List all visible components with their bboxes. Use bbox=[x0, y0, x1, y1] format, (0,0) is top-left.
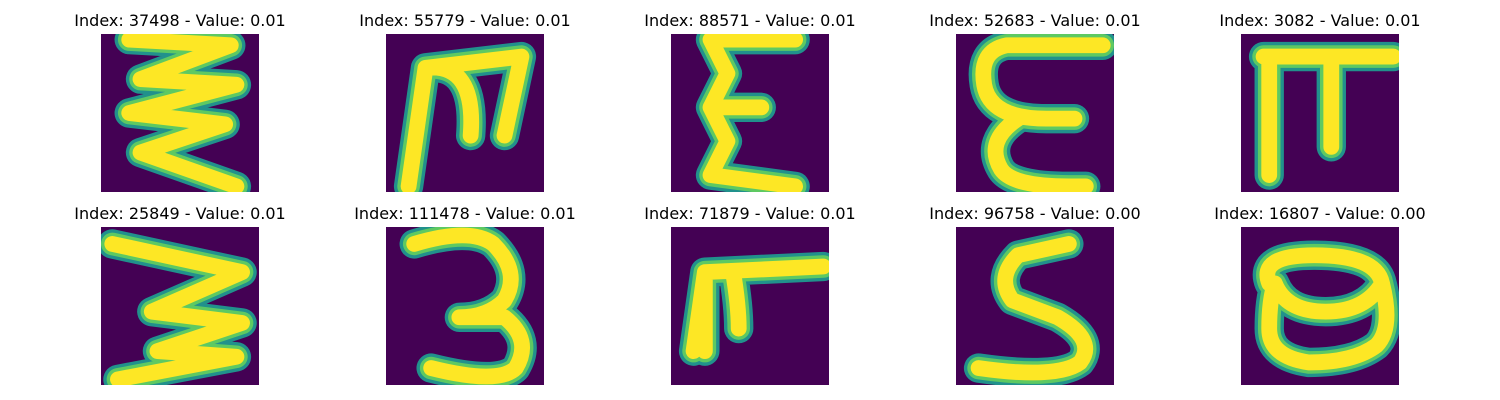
sample-cell: Index: 55779 - Value: 0.01 bbox=[335, 10, 595, 192]
sample-cell: Index: 3082 - Value: 0.01 bbox=[1190, 10, 1450, 192]
sample-cell: Index: 16807 - Value: 0.00 bbox=[1190, 203, 1450, 385]
sample-image bbox=[101, 227, 259, 385]
glyph-stroke-core bbox=[970, 236, 1094, 381]
sample-title: Index: 71879 - Value: 0.01 bbox=[644, 204, 856, 223]
sample-image bbox=[671, 227, 829, 385]
sample-image bbox=[101, 34, 259, 192]
glyph-strokes bbox=[393, 41, 537, 192]
sample-title: Index: 55779 - Value: 0.01 bbox=[359, 11, 571, 30]
glyph-stroke-core bbox=[685, 258, 829, 360]
glyph-stroke-core bbox=[104, 236, 250, 385]
glyph-stroke-core bbox=[400, 48, 530, 192]
sample-image bbox=[1241, 34, 1399, 192]
sample-title: Index: 96758 - Value: 0.00 bbox=[929, 204, 1141, 223]
sample-title: Index: 111478 - Value: 0.01 bbox=[354, 204, 576, 223]
sample-cell: Index: 25849 - Value: 0.01 bbox=[50, 203, 310, 385]
sample-title: Index: 88571 - Value: 0.01 bbox=[644, 11, 856, 30]
glyph-strokes bbox=[399, 227, 537, 385]
sample-cell: Index: 88571 - Value: 0.01 bbox=[620, 10, 880, 192]
glyph-stroke-core bbox=[975, 37, 1111, 192]
sample-image bbox=[1241, 227, 1399, 385]
glyph-strokes bbox=[114, 34, 252, 192]
sample-title: Index: 16807 - Value: 0.00 bbox=[1214, 204, 1426, 223]
sample-image bbox=[671, 34, 829, 192]
sample-title: Index: 37498 - Value: 0.01 bbox=[74, 11, 286, 30]
glyph-stroke-core bbox=[121, 34, 245, 192]
glyph-strokes bbox=[1248, 41, 1399, 190]
sample-cell: Index: 37498 - Value: 0.01 bbox=[50, 10, 310, 192]
sample-cell: Index: 96758 - Value: 0.00 bbox=[905, 203, 1165, 385]
glyph-strokes bbox=[968, 34, 1114, 192]
sample-title: Index: 25849 - Value: 0.01 bbox=[74, 204, 286, 223]
sample-cell: Index: 71879 - Value: 0.01 bbox=[620, 203, 880, 385]
sample-cell: Index: 111478 - Value: 0.01 bbox=[335, 203, 595, 385]
sample-image bbox=[386, 34, 544, 192]
glyph-stroke-core bbox=[1255, 48, 1399, 183]
sample-image bbox=[386, 227, 544, 385]
sample-title: Index: 3082 - Value: 0.01 bbox=[1219, 11, 1421, 30]
glyph-strokes bbox=[1252, 240, 1399, 378]
glyph-strokes bbox=[101, 229, 257, 385]
sample-image bbox=[956, 34, 1114, 192]
sample-image bbox=[956, 227, 1114, 385]
sample-title: Index: 52683 - Value: 0.01 bbox=[929, 11, 1141, 30]
glyph-stroke-core bbox=[702, 34, 804, 192]
sample-cell: Index: 52683 - Value: 0.01 bbox=[905, 10, 1165, 192]
glyph-strokes bbox=[678, 251, 829, 366]
glyph-stroke-core bbox=[406, 227, 530, 385]
glyph-strokes bbox=[695, 34, 810, 192]
glyph-stroke-core bbox=[1259, 247, 1395, 371]
glyph-strokes bbox=[963, 229, 1100, 385]
